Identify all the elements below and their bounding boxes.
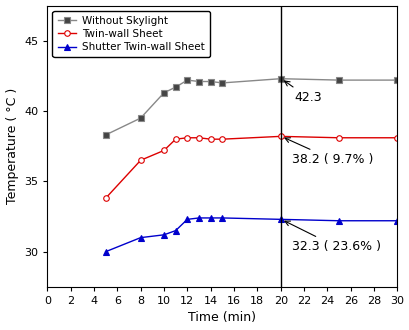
Twin-wall Sheet (196, 136, 201, 140)
Twin-wall Sheet (208, 137, 213, 141)
Shutter Twin-wall Sheet (208, 216, 213, 220)
Without Skylight (208, 80, 213, 83)
Without Skylight (103, 133, 108, 137)
Text: 42.3: 42.3 (284, 81, 321, 104)
X-axis label: Time (min): Time (min) (188, 312, 256, 324)
Without Skylight (161, 91, 166, 95)
Shutter Twin-wall Sheet (196, 216, 201, 220)
Line: Without Skylight: Without Skylight (103, 76, 399, 138)
Text: 32.3 ( 23.6% ): 32.3 ( 23.6% ) (284, 221, 380, 253)
Line: Twin-wall Sheet: Twin-wall Sheet (103, 134, 399, 201)
Legend: Without Skylight, Twin-wall Sheet, Shutter Twin-wall Sheet: Without Skylight, Twin-wall Sheet, Shutt… (52, 11, 209, 57)
Shutter Twin-wall Sheet (103, 250, 108, 254)
Y-axis label: Temperature ( °C ): Temperature ( °C ) (6, 88, 18, 204)
Twin-wall Sheet (278, 134, 283, 138)
Twin-wall Sheet (394, 136, 399, 140)
Shutter Twin-wall Sheet (184, 217, 189, 221)
Shutter Twin-wall Sheet (278, 217, 283, 221)
Twin-wall Sheet (138, 158, 143, 162)
Shutter Twin-wall Sheet (138, 236, 143, 240)
Without Skylight (278, 77, 283, 81)
Without Skylight (138, 116, 143, 120)
Without Skylight (184, 78, 189, 82)
Text: 38.2 ( 9.7% ): 38.2 ( 9.7% ) (284, 138, 373, 166)
Twin-wall Sheet (219, 137, 224, 141)
Shutter Twin-wall Sheet (336, 219, 341, 223)
Without Skylight (196, 80, 201, 83)
Without Skylight (219, 81, 224, 85)
Shutter Twin-wall Sheet (161, 233, 166, 237)
Twin-wall Sheet (173, 137, 178, 141)
Without Skylight (173, 85, 178, 89)
Shutter Twin-wall Sheet (394, 219, 399, 223)
Twin-wall Sheet (161, 148, 166, 152)
Line: Shutter Twin-wall Sheet: Shutter Twin-wall Sheet (103, 215, 399, 254)
Twin-wall Sheet (103, 196, 108, 200)
Twin-wall Sheet (336, 136, 341, 140)
Twin-wall Sheet (184, 136, 189, 140)
Without Skylight (394, 78, 399, 82)
Shutter Twin-wall Sheet (173, 229, 178, 233)
Without Skylight (336, 78, 341, 82)
Shutter Twin-wall Sheet (219, 216, 224, 220)
